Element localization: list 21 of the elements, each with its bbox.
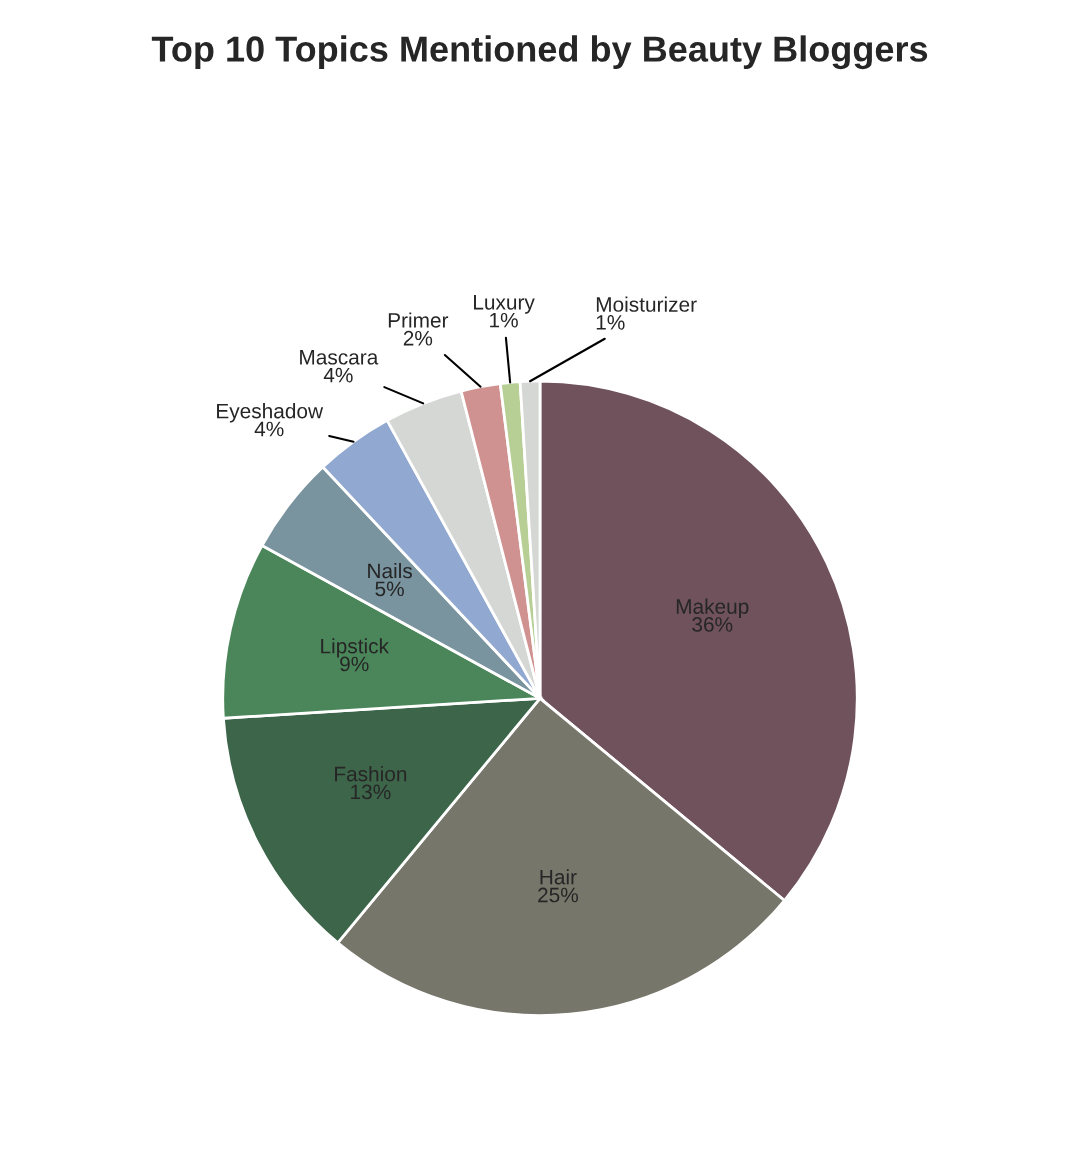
data-label: 36% <box>692 617 733 632</box>
data-label: 2% <box>403 330 433 346</box>
data-label: 9% <box>340 656 369 672</box>
slice-label: Luxury <box>474 295 535 314</box>
data-label: 1% <box>490 312 518 328</box>
slice-label: Primer <box>388 312 449 328</box>
slice-label: Fashion <box>335 766 407 782</box>
data-label: 1% <box>596 315 625 330</box>
data-label: 4% <box>254 421 284 437</box>
slice-label: Moisturizer <box>596 296 697 312</box>
slice-label: Nails <box>368 562 412 579</box>
data-label: 5% <box>375 581 404 597</box>
slice-label: Eyeshadow <box>217 403 324 423</box>
data-label: 25% <box>538 887 579 903</box>
slice-label: Hair <box>540 869 577 885</box>
data-label: 13% <box>351 784 391 800</box>
chart-title: Top 10 Topics Mentioned by Beauty Bloggers <box>151 35 928 70</box>
slice-label: Makeup <box>676 598 749 619</box>
data-label: 4% <box>323 367 353 383</box>
slice-label: Lipstick <box>321 638 389 658</box>
slice-label: Mascara <box>300 350 379 365</box>
